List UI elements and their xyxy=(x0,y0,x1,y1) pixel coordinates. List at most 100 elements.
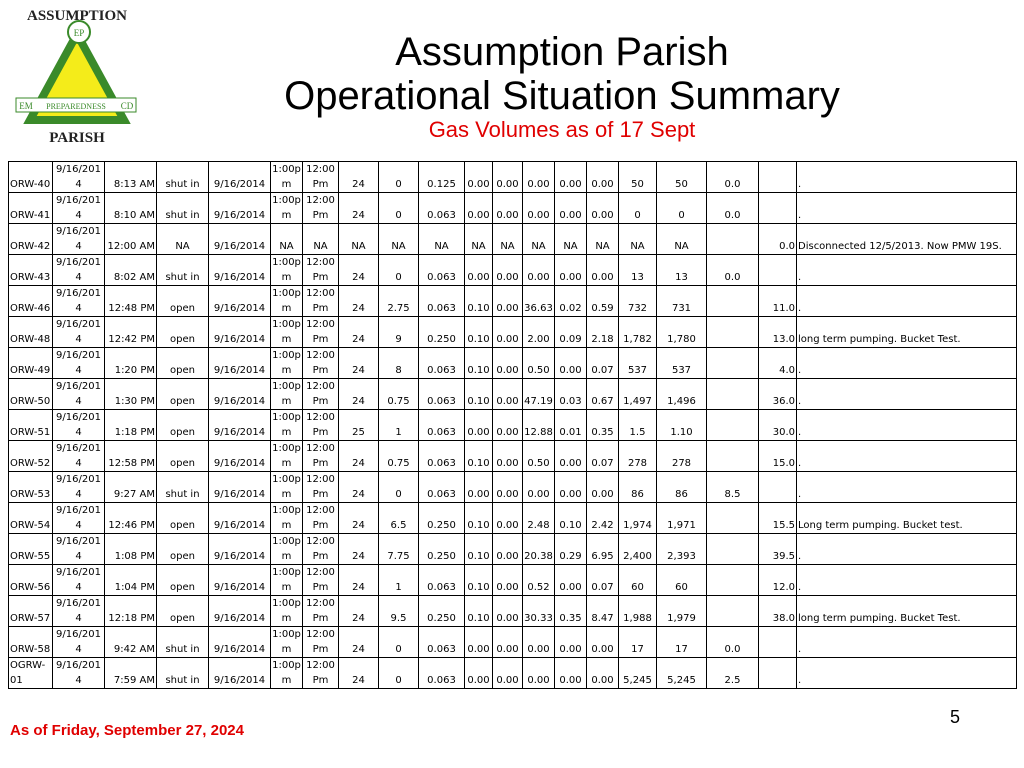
table-cell xyxy=(706,533,759,565)
table-row: ORW-58 9/16/2014 9:42 AM shut in 9/16/2014 1:… xyxy=(8,626,1017,658)
table-cell: ORW-58 xyxy=(8,626,53,658)
table-cell: 9/16/2014 xyxy=(208,502,271,534)
table-cell: 1,974 xyxy=(618,502,657,534)
table-cell: 731 xyxy=(656,285,707,317)
table-row: ORW-57 9/16/2014 12:18 PM open 9/16/2014 1:00… xyxy=(8,595,1017,627)
table-cell: NA xyxy=(464,223,493,255)
table-cell: 13.0 xyxy=(758,316,797,348)
table-cell: 2.42 xyxy=(586,502,619,534)
table-cell: 1:00pm xyxy=(270,440,303,472)
table-cell: shut in xyxy=(156,161,209,193)
data-table: ORW-40 9/16/2014 8:13 AM shut in 9/16/2014 1:… xyxy=(8,161,1017,689)
table-cell: 0.02 xyxy=(554,285,587,317)
table-cell: 38.0 xyxy=(758,595,797,627)
table-cell: 9/16/2014 xyxy=(208,626,271,658)
table-cell xyxy=(758,471,797,503)
table-cell: 60 xyxy=(656,564,707,596)
logo-text: PREPAREDNESS xyxy=(46,102,106,111)
table-cell: NA xyxy=(492,223,523,255)
table-cell: 1:00pm xyxy=(270,378,303,410)
table-cell: 0.00 xyxy=(554,192,587,224)
table-cell: 0.00 xyxy=(554,254,587,286)
table-cell: 24 xyxy=(338,285,379,317)
table-cell: 0.10 xyxy=(464,316,493,348)
table-cell: open xyxy=(156,533,209,565)
table-cell: 1,782 xyxy=(618,316,657,348)
table-cell: 0.0 xyxy=(758,223,797,255)
table-row: ORW-49 9/16/2014 1:20 PM open 9/16/2014 1:00p… xyxy=(8,347,1017,379)
table-cell: shut in xyxy=(156,657,209,689)
table-cell: 1:00pm xyxy=(270,657,303,689)
table-cell: 0.063 xyxy=(418,347,465,379)
table-cell xyxy=(758,161,797,193)
table-cell: 24 xyxy=(338,378,379,410)
table-cell xyxy=(706,316,759,348)
table-cell: 0.00 xyxy=(492,161,523,193)
table-cell: 1:00pm xyxy=(270,192,303,224)
logo: EP EM PREPAREDNESS CD ASSUMPTION PARISH xyxy=(15,8,137,146)
table-cell: 0.00 xyxy=(492,533,523,565)
table-cell: 24 xyxy=(338,440,379,472)
table-cell: 0.00 xyxy=(522,254,555,286)
table-cell: 12:00 Pm xyxy=(302,471,339,503)
table-cell: 9/16/2014 xyxy=(208,595,271,627)
table-cell: 0.75 xyxy=(378,378,419,410)
table-cell: 537 xyxy=(656,347,707,379)
table-cell: 0.52 xyxy=(522,564,555,596)
title: Operational Situation Summary xyxy=(284,74,840,118)
table-cell xyxy=(706,285,759,317)
table-cell: 278 xyxy=(656,440,707,472)
table-cell xyxy=(706,595,759,627)
table-cell: 0.07 xyxy=(586,440,619,472)
table-cell xyxy=(706,440,759,472)
table-row: ORW-42 9/16/2014 12:00 AM NA 9/16/2014 NA NA NA… xyxy=(8,223,1017,255)
table-cell: 1:00pm xyxy=(270,595,303,627)
table-cell: 9/16/2014 xyxy=(52,440,105,472)
table-cell: 9/16/2014 xyxy=(52,161,105,193)
table-cell: 0.00 xyxy=(522,192,555,224)
table-cell: 0 xyxy=(656,192,707,224)
table-cell: ORW-51 xyxy=(8,409,53,441)
logo-circle xyxy=(67,20,91,44)
table-cell: 9/16/2014 xyxy=(52,285,105,317)
table-cell: NA xyxy=(378,223,419,255)
subtitle: Gas Volumes as of 17 Sept xyxy=(428,117,696,142)
table-cell: 8:13 AM xyxy=(104,161,157,193)
table-cell: 0.00 xyxy=(492,285,523,317)
table-cell: 0.0 xyxy=(706,192,759,224)
table-cell: 1 xyxy=(378,409,419,441)
logo-text: PARISH xyxy=(49,130,105,146)
table-cell: 9:42 AM xyxy=(104,626,157,658)
table-cell: 0.00 xyxy=(492,564,523,596)
table-cell: 13 xyxy=(618,254,657,286)
table-cell: 0.00 xyxy=(492,595,523,627)
table-cell: 39.5 xyxy=(758,533,797,565)
table-cell: 9/16/2014 xyxy=(52,533,105,565)
table-cell: 1:04 PM xyxy=(104,564,157,596)
table-row: ORW-41 9/16/2014 8:10 AM shut in 9/16/2014 1:… xyxy=(8,192,1017,224)
table-cell: 0.063 xyxy=(418,440,465,472)
table-cell: 2.75 xyxy=(378,285,419,317)
table-cell xyxy=(706,409,759,441)
table-cell: 0.10 xyxy=(464,595,493,627)
table-cell: 0.00 xyxy=(464,192,493,224)
table-cell: 0.00 xyxy=(464,409,493,441)
table-cell: 24 xyxy=(338,347,379,379)
table-cell: 0.00 xyxy=(464,626,493,658)
table-cell: 9/16/2014 xyxy=(208,409,271,441)
table-row: ORW-46 9/16/2014 12:48 PM open 9/16/2014 1:00… xyxy=(8,285,1017,317)
table-cell: 0.00 xyxy=(586,471,619,503)
table-cell: 8 xyxy=(378,347,419,379)
table-cell: 9/16/2014 xyxy=(208,161,271,193)
table-cell: 9/16/2014 xyxy=(208,471,271,503)
page-number: 5 xyxy=(950,707,961,727)
table-cell: 0 xyxy=(618,192,657,224)
table-cell: 1:00pm xyxy=(270,347,303,379)
table-cell: 0.00 xyxy=(464,471,493,503)
table-cell: 0.00 xyxy=(464,657,493,689)
table-cell: 0.35 xyxy=(554,595,587,627)
table-cell xyxy=(706,223,759,255)
table-cell: 12:18 PM xyxy=(104,595,157,627)
table-cell: 0.10 xyxy=(464,347,493,379)
table-cell: 0.10 xyxy=(464,533,493,565)
